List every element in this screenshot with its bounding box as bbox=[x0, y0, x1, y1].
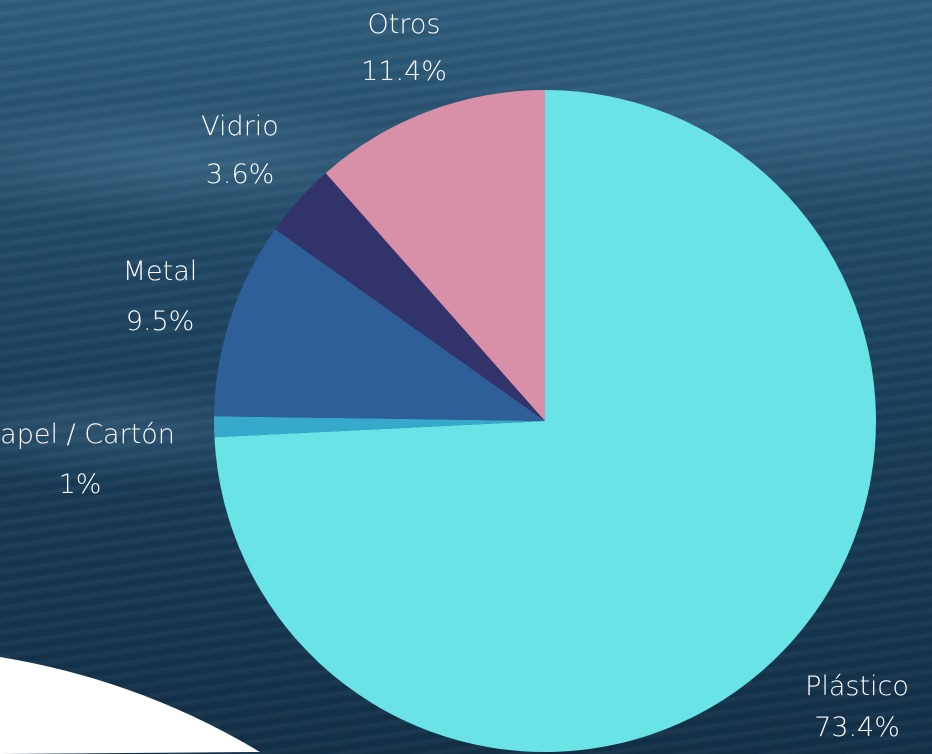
label-plastico-value: 73.4% bbox=[814, 712, 900, 743]
label-papel-carton-name: Papel / Cartón bbox=[0, 419, 175, 450]
label-metal: Metal 9.5% bbox=[123, 256, 198, 337]
label-papel-carton-value: 1% bbox=[59, 469, 102, 500]
slice-plastico bbox=[214, 90, 876, 752]
label-metal-name: Metal bbox=[123, 256, 198, 287]
white-wave-shape bbox=[0, 657, 260, 754]
pie-slices bbox=[213, 90, 876, 752]
label-vidrio: Vidrio 3.6% bbox=[201, 111, 279, 190]
pie-labels: Plástico 73.4% Papel / Cartón 1% Metal 9… bbox=[0, 9, 909, 743]
slice-metal bbox=[214, 229, 545, 421]
label-otros-name: Otros bbox=[368, 9, 441, 40]
label-plastico: Plástico 73.4% bbox=[805, 671, 909, 743]
slice-otros bbox=[325, 90, 545, 421]
label-vidrio-value: 3.6% bbox=[206, 159, 275, 190]
label-otros-value: 11.4% bbox=[361, 56, 447, 87]
slice-papel-carton bbox=[213, 416, 545, 438]
label-plastico-name: Plástico bbox=[805, 671, 909, 702]
label-otros: Otros 11.4% bbox=[361, 9, 447, 87]
label-papel-carton: Papel / Cartón 1% bbox=[0, 419, 175, 500]
slice-vidrio bbox=[275, 173, 545, 421]
label-vidrio-name: Vidrio bbox=[201, 111, 279, 142]
label-metal-value: 9.5% bbox=[126, 306, 195, 337]
